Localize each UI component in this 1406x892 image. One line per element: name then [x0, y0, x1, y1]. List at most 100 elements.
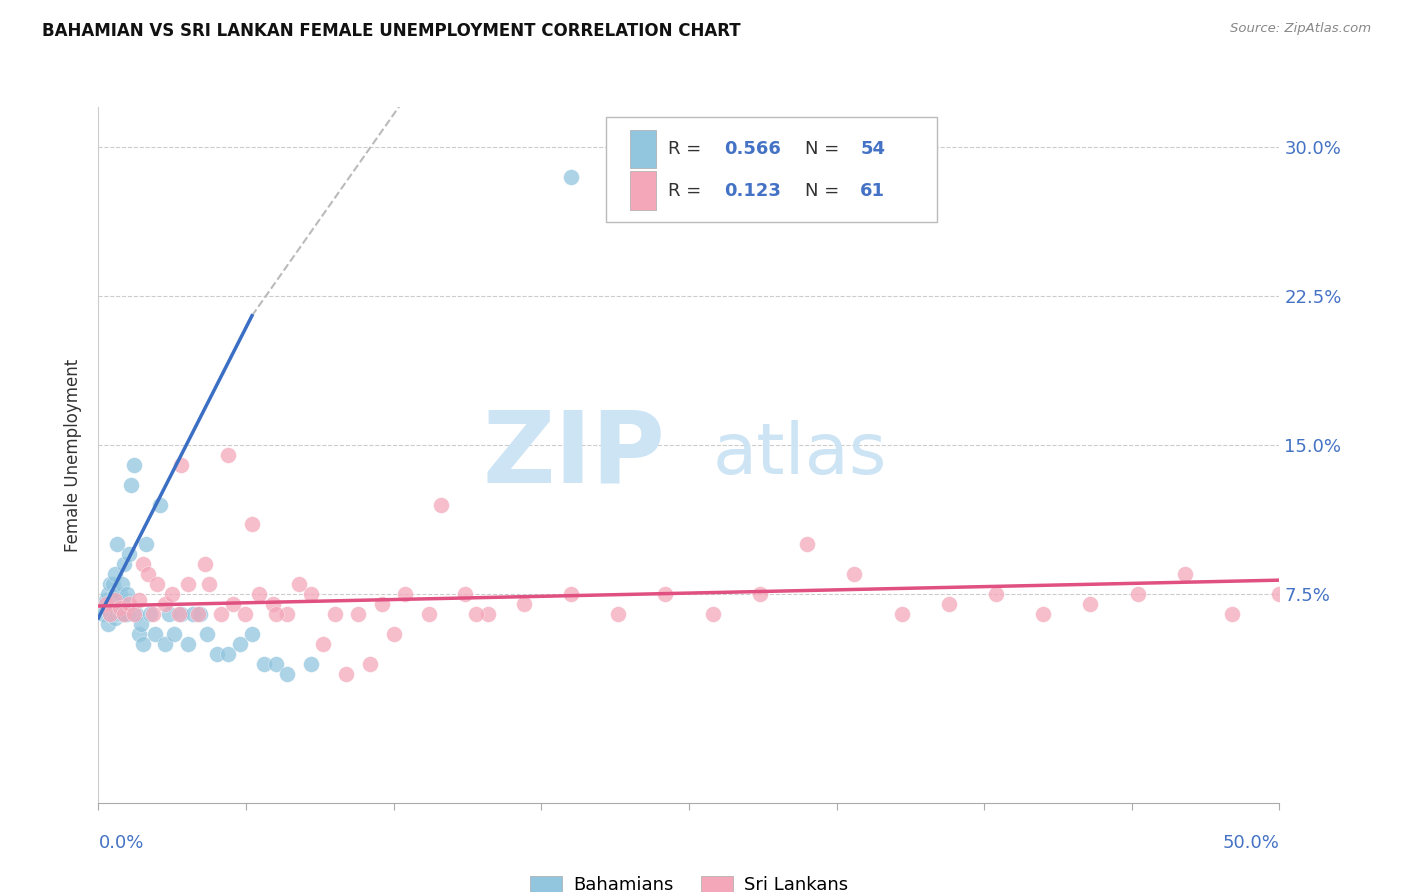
FancyBboxPatch shape: [606, 118, 936, 222]
Text: Source: ZipAtlas.com: Source: ZipAtlas.com: [1230, 22, 1371, 36]
Point: [299, 657, 322, 671]
Point: [98, 607, 121, 621]
Point: [122, 607, 145, 621]
Point: [938, 597, 960, 611]
Point: [217, 448, 239, 462]
Point: [188, 607, 211, 621]
Point: [288, 577, 311, 591]
Point: [477, 607, 499, 621]
Text: N =: N =: [804, 140, 845, 158]
Point: [984, 587, 1007, 601]
Point: [104, 601, 127, 615]
Point: [453, 587, 475, 601]
Point: [198, 577, 221, 591]
Point: [240, 627, 263, 641]
Bar: [630, 129, 655, 168]
Point: [654, 587, 676, 601]
Text: BAHAMIAN VS SRI LANKAN FEMALE UNEMPLOYMENT CORRELATION CHART: BAHAMIAN VS SRI LANKAN FEMALE UNEMPLOYME…: [42, 22, 741, 40]
Point: [125, 607, 148, 621]
Point: [167, 607, 190, 621]
Point: [382, 627, 405, 641]
Point: [104, 587, 127, 601]
Point: [97, 616, 120, 631]
Text: 50.0%: 50.0%: [1223, 834, 1279, 852]
Point: [299, 587, 322, 601]
Point: [132, 558, 155, 572]
Point: [394, 587, 416, 601]
Point: [560, 169, 582, 184]
Text: 0.123: 0.123: [724, 182, 782, 200]
Point: [1268, 587, 1291, 601]
Point: [128, 593, 150, 607]
Point: [163, 627, 186, 641]
Point: [142, 607, 165, 621]
Point: [371, 597, 394, 611]
Point: [347, 607, 370, 621]
Point: [136, 567, 159, 582]
Point: [149, 498, 172, 512]
Point: [262, 597, 284, 611]
Text: 0.0%: 0.0%: [98, 834, 143, 852]
Point: [187, 607, 209, 621]
Point: [229, 637, 252, 651]
Point: [1032, 607, 1054, 621]
Point: [129, 616, 152, 631]
Text: N =: N =: [804, 182, 845, 200]
Point: [128, 627, 150, 641]
Point: [205, 647, 228, 661]
Point: [146, 577, 169, 591]
Point: [122, 458, 145, 472]
Point: [264, 657, 287, 671]
Point: [702, 607, 724, 621]
Point: [247, 587, 270, 601]
Point: [157, 607, 180, 621]
Point: [108, 587, 131, 601]
Point: [132, 637, 155, 651]
Point: [253, 657, 276, 671]
Point: [359, 657, 381, 671]
Point: [312, 637, 335, 651]
Point: [844, 567, 866, 582]
Point: [1174, 567, 1197, 582]
Point: [121, 477, 143, 491]
Point: [170, 607, 193, 621]
Point: [194, 558, 217, 572]
Point: [108, 601, 131, 615]
Point: [97, 587, 120, 601]
Point: [153, 637, 176, 651]
Point: [105, 607, 128, 621]
Point: [98, 597, 121, 611]
Point: [177, 577, 200, 591]
Point: [139, 607, 162, 621]
Point: [181, 607, 204, 621]
Text: R =: R =: [668, 140, 707, 158]
Text: atlas: atlas: [713, 420, 887, 490]
Point: [465, 607, 488, 621]
Text: ZIP: ZIP: [482, 407, 665, 503]
Point: [104, 593, 127, 607]
Point: [177, 637, 200, 651]
Point: [104, 611, 127, 625]
Point: [276, 607, 298, 621]
Text: 61: 61: [860, 182, 886, 200]
Point: [111, 597, 134, 611]
Point: [170, 458, 193, 472]
Point: [748, 587, 770, 601]
Point: [91, 607, 114, 621]
Point: [209, 607, 232, 621]
Point: [796, 537, 818, 551]
Point: [143, 627, 166, 641]
Point: [276, 666, 298, 681]
Point: [94, 597, 117, 611]
Point: [890, 607, 912, 621]
Point: [222, 597, 245, 611]
Text: 54: 54: [860, 140, 886, 158]
Point: [1126, 587, 1149, 601]
Legend: Bahamians, Sri Lankans: Bahamians, Sri Lankans: [523, 869, 855, 892]
Point: [98, 607, 121, 621]
Point: [105, 537, 128, 551]
Point: [104, 567, 127, 582]
Point: [160, 587, 183, 601]
Y-axis label: Female Unemployment: Female Unemployment: [65, 359, 83, 551]
Point: [430, 498, 453, 512]
